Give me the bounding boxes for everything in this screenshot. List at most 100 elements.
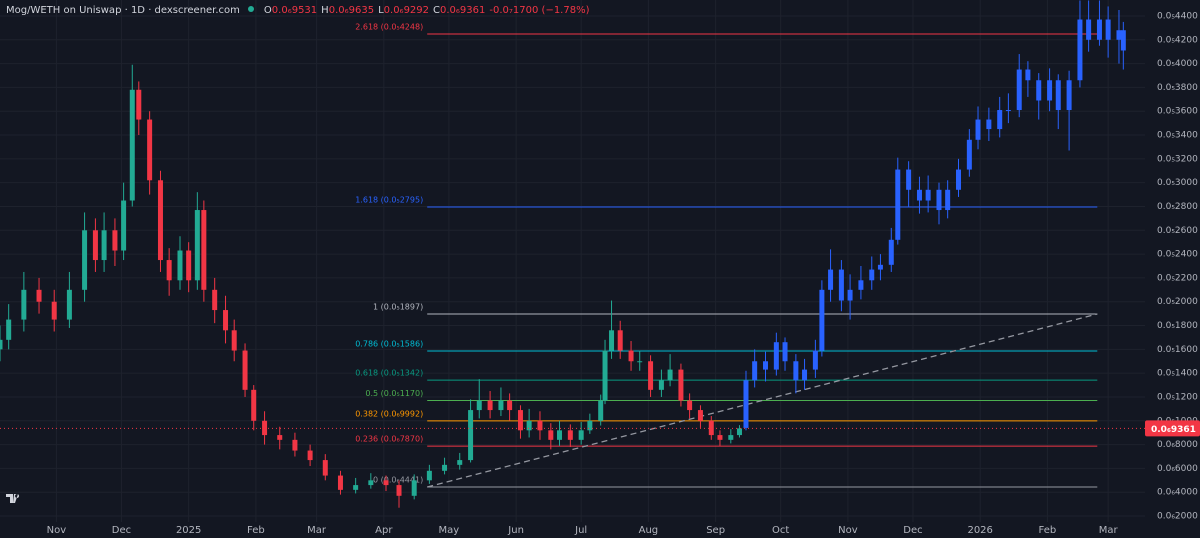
candle-body <box>648 361 654 390</box>
candle-body <box>194 210 200 281</box>
candle-body <box>598 400 604 421</box>
candle-body <box>487 400 493 411</box>
candle-body <box>0 339 3 350</box>
last-price-label: 0.0₆9361 <box>1151 425 1196 435</box>
candle-body <box>186 250 192 281</box>
y-tick-label: 0.0₅2800 <box>1157 202 1198 212</box>
candle-body <box>916 189 922 201</box>
ohlc-key: O <box>263 5 272 16</box>
x-tick-label: Feb <box>1039 525 1057 536</box>
candle-body <box>201 210 207 290</box>
candle-body <box>277 435 283 440</box>
x-tick-label: 2025 <box>176 525 201 536</box>
candle-body <box>307 450 313 461</box>
x-tick-label: Nov <box>47 525 67 536</box>
y-tick-label: 0.0₅3800 <box>1157 83 1198 93</box>
candle-body <box>337 475 343 490</box>
fib-label: 0.5 (0.0₅1170) <box>365 389 423 398</box>
x-tick-label: Oct <box>772 525 789 536</box>
candle-body <box>468 410 474 461</box>
candle-body <box>231 330 237 351</box>
change: -0.0₇1700 (−1.78%) <box>489 5 590 16</box>
candle-body <box>66 289 72 320</box>
candle-body <box>945 189 951 211</box>
candle-body <box>986 119 992 130</box>
header: Mog/WETH on Uniswap · 1D · dexscreener.c… <box>6 5 594 16</box>
candle-body <box>888 239 894 265</box>
candle-body <box>828 269 834 290</box>
candle-body <box>838 269 844 301</box>
candle-body <box>578 430 584 440</box>
y-tick-label: 0.0₆6000 <box>1157 464 1198 474</box>
candle-body <box>773 342 779 370</box>
x-tick-label: Feb <box>247 525 265 536</box>
x-tick-label: May <box>439 525 460 536</box>
candle-body <box>697 410 703 421</box>
candle-body <box>353 485 359 490</box>
symbol-title: Mog/WETH on Uniswap · 1D · dexscreener.c… <box>6 5 240 16</box>
candle-body <box>457 460 463 465</box>
candle-body <box>476 400 482 411</box>
candle-body <box>617 330 623 351</box>
candle-body <box>548 430 554 440</box>
ohlc-value: 0.0₆9361 <box>440 5 486 16</box>
candle-body <box>82 230 88 290</box>
candle-body <box>925 189 931 201</box>
candle-body <box>763 361 769 370</box>
candle-body <box>1016 69 1022 111</box>
candle-body <box>906 169 912 190</box>
candle-body <box>667 369 673 381</box>
candle-body <box>658 380 664 390</box>
candle-body <box>609 330 615 351</box>
candle-body <box>101 230 107 261</box>
candle-body <box>396 485 402 496</box>
candle-body <box>426 470 432 481</box>
candle-body <box>1066 80 1072 111</box>
candle-body <box>956 169 962 190</box>
fib-label: 2.618 (0.0₅4248) <box>355 23 423 32</box>
y-tick-label: 0.0₅3600 <box>1157 107 1198 117</box>
x-tick-label: Mar <box>307 525 327 536</box>
candle-body <box>442 464 448 471</box>
candle-body <box>1047 80 1053 101</box>
candle-body <box>322 460 328 476</box>
candle-body <box>121 200 127 251</box>
candle-body <box>847 289 853 301</box>
candle-body <box>743 380 749 428</box>
x-tick-label: Dec <box>903 525 922 536</box>
candle-body <box>1055 80 1061 111</box>
candle-body <box>858 280 864 290</box>
y-tick-label: 0.0₆2000 <box>1157 512 1198 522</box>
grid <box>0 0 1145 522</box>
x-tick-label: Nov <box>838 525 858 536</box>
candle-body <box>368 480 374 486</box>
candle-body <box>587 420 593 431</box>
candle-body <box>556 430 562 440</box>
candle-body <box>793 361 799 381</box>
candle-body <box>678 369 684 401</box>
candle-body <box>997 110 1003 130</box>
candle-body <box>242 350 248 390</box>
ohlc-key: C <box>433 5 441 16</box>
candle-body <box>147 119 153 181</box>
x-tick-label: Dec <box>112 525 131 536</box>
ohlc: O0.0₆9531 H0.0₆9635 L0.0₆9292 C0.0₆9361 <box>264 5 489 16</box>
candle-body <box>1005 110 1011 112</box>
y-tick-label: 0.0₅2200 <box>1157 273 1198 283</box>
candle-body <box>1077 19 1083 81</box>
fib-label: 0.382 (0.0₆9992) <box>355 409 423 418</box>
candle-body <box>877 264 883 270</box>
candle-body <box>819 289 825 351</box>
candle-body <box>628 350 634 362</box>
candle-body <box>728 435 734 440</box>
last-price-box <box>1145 420 1200 437</box>
candle-body <box>166 260 172 281</box>
tv-logo <box>6 494 20 503</box>
candle-body <box>567 430 573 440</box>
candle-body <box>1116 30 1122 40</box>
x-tick-label: Mar <box>1099 525 1119 536</box>
candle-body <box>1105 19 1111 40</box>
candle-body <box>136 89 142 120</box>
